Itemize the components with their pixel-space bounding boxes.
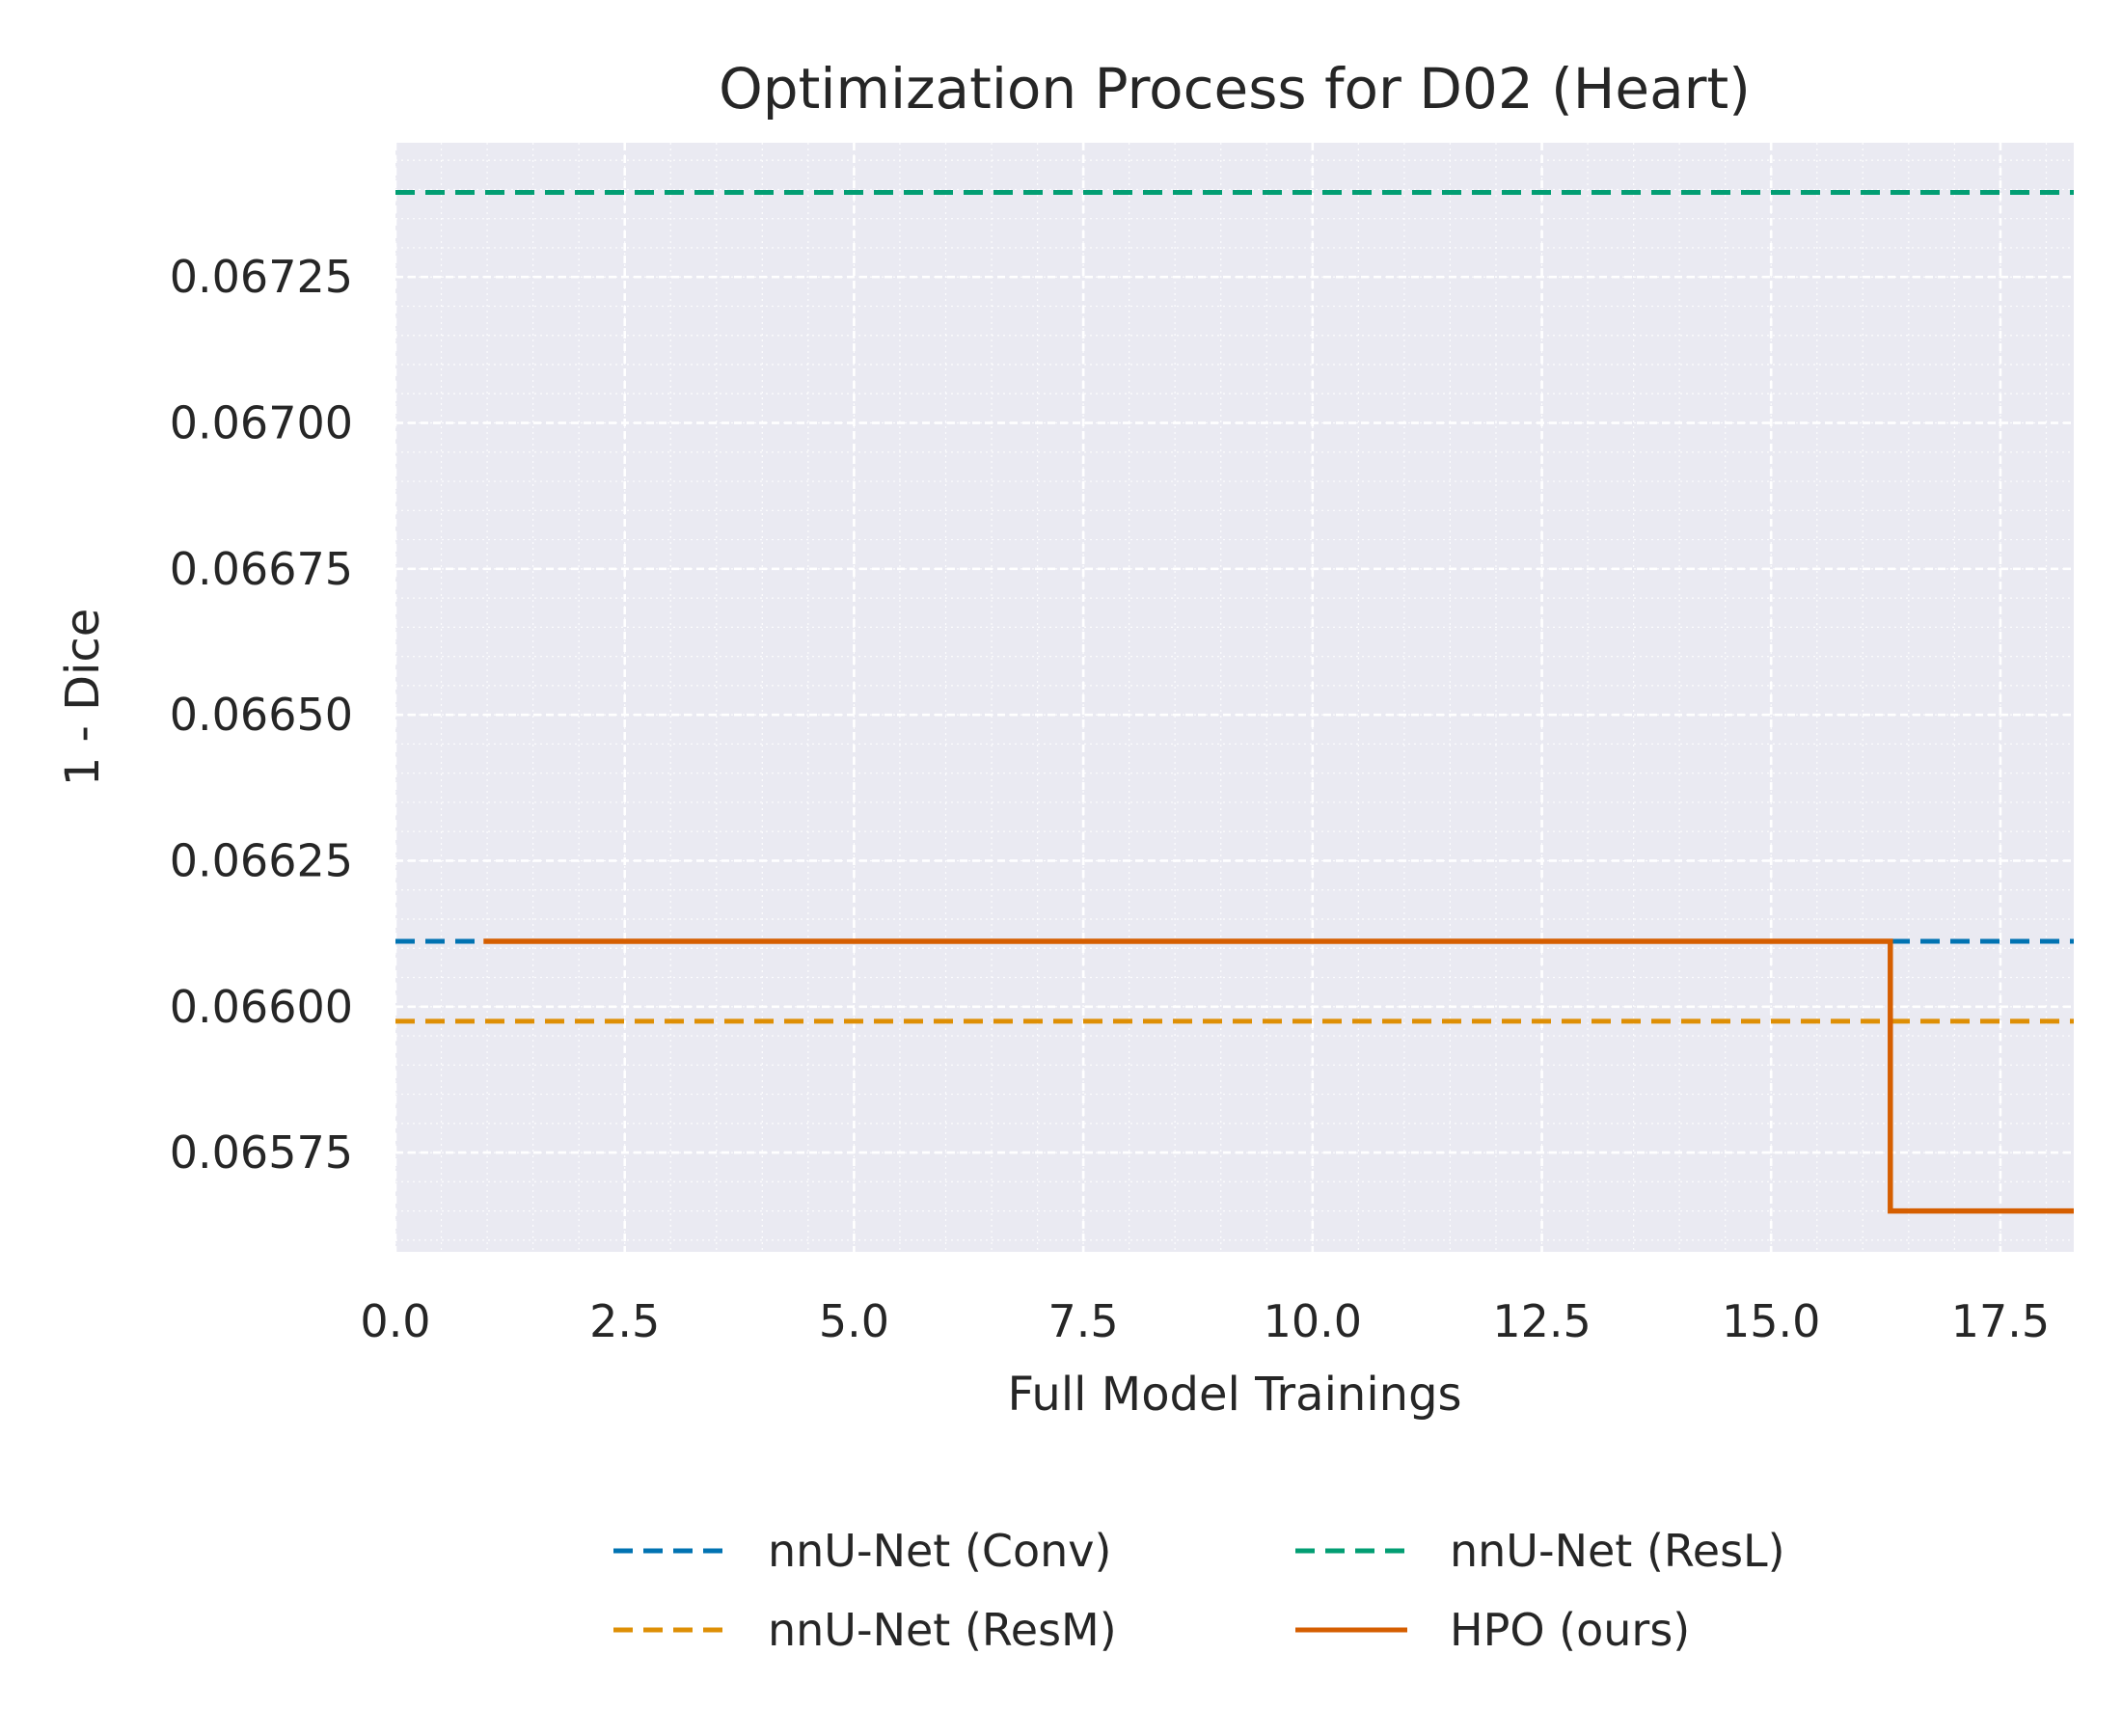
x-axis-label: Full Model Trainings bbox=[1007, 1368, 1461, 1422]
x-tick-label: 0.0 bbox=[360, 1295, 430, 1347]
y-tick-label: 0.06725 bbox=[170, 251, 353, 303]
legend-label-nnu-net-resm: nnU-Net (ResM) bbox=[768, 1604, 1117, 1656]
series-group bbox=[395, 189, 2074, 1214]
x-tick-label: 12.5 bbox=[1492, 1295, 1591, 1347]
tick-labels: 0.0 2.5 5.0 7.5 10.0 12.5 15.0 17.5 0.06575 0.066… bbox=[170, 251, 2050, 1347]
y-tick-label: 0.06600 bbox=[170, 981, 353, 1033]
legend-label-nnu-net-conv: nnU-Net (Conv) bbox=[768, 1525, 1111, 1577]
y-tick-label: 0.06700 bbox=[170, 397, 353, 449]
legend: nnU-Net (Conv) nnU-Net (ResL) nnU-Net (Res… bbox=[613, 1525, 1785, 1656]
y-tick-label: 0.06625 bbox=[170, 834, 353, 886]
plot-area bbox=[395, 143, 2074, 1252]
y-tick-label: 0.06575 bbox=[170, 1126, 353, 1179]
y-tick-label: 0.06675 bbox=[170, 543, 353, 595]
legend-label-nnu-net-resl: nnU-Net (ResL) bbox=[1450, 1525, 1785, 1577]
x-tick-label: 7.5 bbox=[1048, 1295, 1119, 1347]
grid bbox=[394, 143, 2074, 1252]
series-line-hpo-ours bbox=[483, 938, 2074, 1214]
x-tick-label: 15.0 bbox=[1722, 1295, 1820, 1347]
chart-title: Optimization Process for D02 (Heart) bbox=[719, 56, 1751, 122]
legend-label-hpo-ours: HPO (ours) bbox=[1450, 1604, 1690, 1656]
y-axis-label: 1 - Dice bbox=[56, 609, 110, 787]
x-tick-label: 2.5 bbox=[589, 1295, 660, 1347]
x-tick-label: 17.5 bbox=[1951, 1295, 2050, 1347]
y-tick-label: 0.06650 bbox=[170, 689, 353, 741]
x-tick-label: 10.0 bbox=[1264, 1295, 1362, 1347]
x-tick-label: 5.0 bbox=[819, 1295, 889, 1347]
